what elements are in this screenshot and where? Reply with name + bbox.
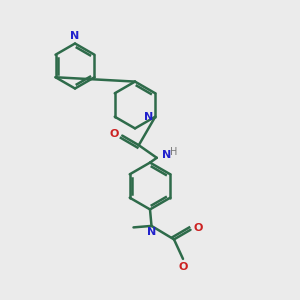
Text: H: H (170, 147, 178, 158)
Text: O: O (109, 129, 119, 139)
Text: N: N (144, 112, 153, 122)
Text: N: N (147, 227, 156, 237)
Text: N: N (162, 150, 171, 161)
Text: O: O (194, 223, 203, 233)
Text: O: O (178, 262, 188, 272)
Text: N: N (70, 31, 80, 41)
